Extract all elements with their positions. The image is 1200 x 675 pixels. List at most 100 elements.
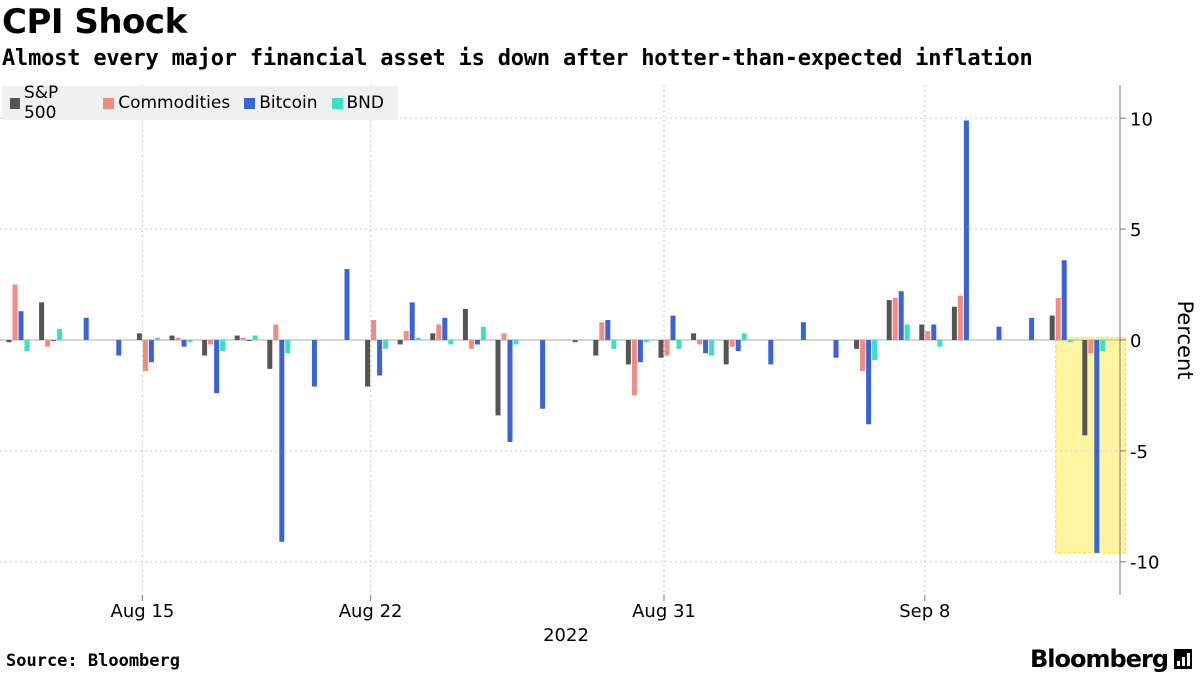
bar-s-p-500: [886, 300, 892, 340]
source-note: Source: Bloomberg: [6, 651, 180, 671]
bar-bitcoin: [377, 340, 383, 376]
bar-bnd: [709, 340, 715, 356]
bar-commodities: [12, 284, 18, 340]
bar-bitcoin: [931, 324, 937, 340]
x-tick-label: Aug 15: [111, 601, 175, 622]
legend-item-sp500: S&P 500: [10, 83, 89, 123]
legend-label: Commodities: [118, 93, 231, 113]
bar-commodities: [1088, 340, 1094, 354]
y-tick-label: 0: [1130, 331, 1141, 352]
bar-commodities: [729, 340, 735, 347]
highlight-box: [1055, 337, 1127, 554]
bar-commodities: [45, 340, 51, 347]
legend-item-commodities: Commodities: [103, 93, 230, 113]
bar-commodities: [371, 320, 377, 340]
bar-commodities: [273, 324, 279, 340]
bar-s-p-500: [169, 335, 175, 340]
bar-bitcoin: [833, 340, 839, 358]
bar-bitcoin: [670, 315, 676, 340]
bar-commodities: [925, 331, 931, 340]
bar-commodities: [664, 340, 670, 356]
bar-bnd: [904, 324, 910, 340]
bar-commodities: [142, 340, 148, 372]
bar-s-p-500: [136, 333, 142, 340]
bar-bnd: [383, 340, 389, 349]
bar-bnd: [513, 340, 519, 345]
y-tick-label: -5: [1130, 442, 1148, 463]
bar-bnd: [741, 333, 747, 340]
bar-bitcoin: [996, 326, 1002, 340]
bar-bnd: [676, 340, 682, 349]
bar-bitcoin: [311, 340, 317, 387]
bar-commodities: [599, 322, 605, 340]
bar-bnd: [448, 340, 454, 345]
legend-swatch: [103, 97, 115, 109]
bar-bnd: [220, 340, 226, 352]
legend-item-bnd: BND: [331, 93, 384, 113]
bar-bitcoin: [637, 340, 643, 363]
chart-legend: S&P 500 Commodities Bitcoin BND: [2, 83, 398, 123]
bar-s-p-500: [951, 306, 957, 340]
bar-bitcoin: [148, 340, 154, 363]
bar-bnd: [1100, 340, 1106, 352]
bar-commodities: [208, 340, 214, 345]
bar-commodities: [468, 340, 474, 349]
bar-bnd: [643, 340, 649, 343]
bar-bnd: [154, 337, 160, 340]
bar-bitcoin: [507, 340, 513, 442]
x-axis-year-label: 2022: [543, 625, 589, 646]
bar-s-p-500: [691, 333, 697, 340]
bar-bitcoin: [866, 340, 872, 425]
legend-label: S&P 500: [23, 83, 59, 123]
bar-bnd: [1067, 340, 1073, 343]
bloomberg-terminal-icon: [1174, 649, 1192, 669]
bar-bnd: [480, 326, 486, 340]
bar-commodities: [957, 295, 963, 340]
y-tick-label: 10: [1130, 109, 1153, 130]
bar-bitcoin: [409, 302, 415, 340]
bar-bitcoin: [898, 291, 904, 340]
bar-bitcoin: [963, 120, 969, 340]
bar-s-p-500: [397, 340, 403, 345]
bar-s-p-500: [430, 333, 436, 340]
bar-bitcoin: [344, 269, 350, 340]
bar-bitcoin: [181, 340, 187, 347]
bar-bnd: [937, 340, 943, 347]
y-tick-label: -10: [1130, 553, 1159, 574]
legend-swatch: [10, 97, 20, 109]
bar-commodities: [631, 340, 637, 396]
bar-commodities: [501, 333, 507, 340]
bar-bnd: [872, 340, 878, 360]
bar-bnd: [24, 340, 30, 352]
bloomberg-logo: Bloomberg: [1030, 645, 1192, 673]
bar-bitcoin: [83, 317, 89, 340]
bar-commodities: [892, 297, 898, 340]
bar-s-p-500: [1049, 315, 1055, 340]
bar-bitcoin: [605, 320, 611, 340]
legend-swatch: [244, 97, 256, 109]
x-tick-label: Aug 31: [632, 601, 696, 622]
bar-commodities: [1055, 297, 1061, 340]
bar-bitcoin: [214, 340, 220, 394]
bar-commodities: [860, 340, 866, 372]
bar-commodities: [436, 324, 442, 340]
bar-bnd: [285, 340, 291, 354]
bar-bitcoin: [18, 311, 24, 340]
bar-bitcoin: [703, 340, 709, 354]
bar-bitcoin: [474, 340, 480, 345]
y-tick-label: 5: [1130, 220, 1141, 241]
bar-bitcoin: [279, 340, 285, 542]
bar-bnd: [252, 335, 258, 340]
bar-s-p-500: [267, 340, 273, 369]
bar-s-p-500: [234, 335, 240, 340]
legend-swatch: [331, 97, 343, 109]
bar-s-p-500: [6, 340, 12, 343]
bar-bnd: [57, 328, 63, 340]
bar-s-p-500: [202, 340, 208, 356]
bar-commodities: [697, 340, 703, 345]
bar-bitcoin: [246, 340, 252, 341]
bar-bitcoin: [540, 340, 546, 409]
bar-s-p-500: [462, 308, 468, 340]
bar-bnd: [187, 340, 193, 343]
